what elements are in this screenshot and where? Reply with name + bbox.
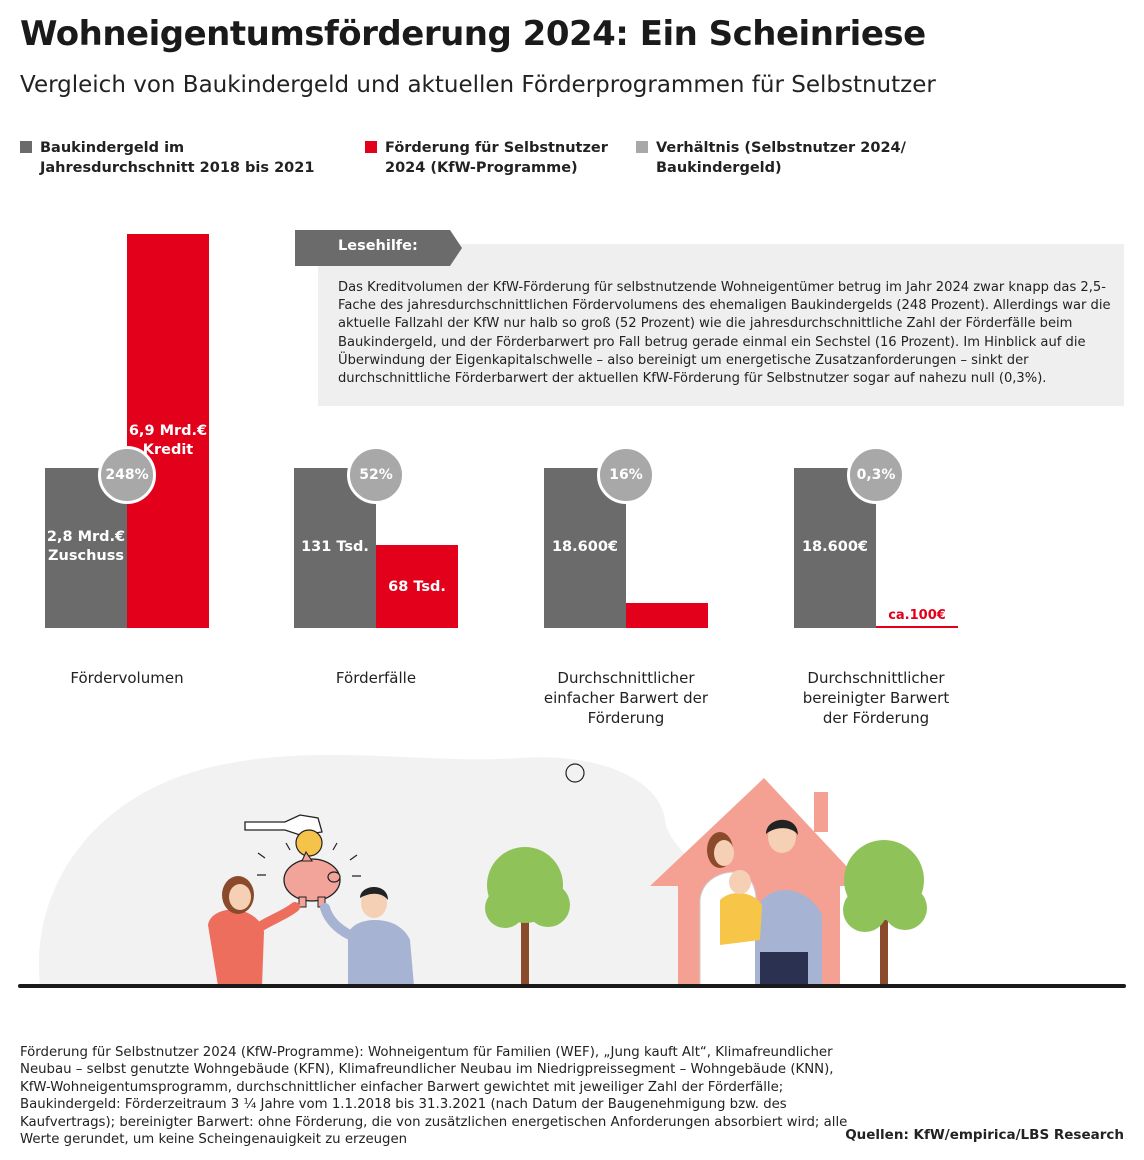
lesehilfe-box [318,244,1124,406]
category-label: Durchschnittlicher bereinigter Barwert d… [802,669,950,727]
value-label-baukindergeld: 2,8 Mrd.€ Zuschuss [46,529,126,564]
ratio-badge: 0,3% [847,446,905,504]
bar-selbstnutzer [626,603,708,628]
lesehilfe-heading: Lesehilfe: [338,238,418,254]
legend-item-verhaeltnis: Verhältnis (Selbstnutzer 2024/ Baukinder… [636,138,916,178]
ratio-badge: 52% [347,446,405,504]
tree-icon [843,840,927,986]
value-label-baukindergeld: 131 Tsd. [301,539,369,555]
ratio-badge: 248% [98,446,156,504]
page-title: Wohneigentumsförderung 2024: Ein Scheinr… [20,14,926,54]
category-label: Durchschnittlicher einfacher Barwert der… [543,669,709,727]
value-label-selbstnutzer: 6,9 Mrd.€ Kredit [128,422,208,458]
bar-selbstnutzer [127,233,209,628]
legend-item-baukindergeld: Baukindergeld im Jahresdurchschnitt 2018… [20,138,340,178]
family-figures-icon [699,819,822,987]
legend-label: Förderung für Selbstnutzer 2024 (KfW-Pro… [385,140,608,176]
value-label-selbstnutzer: 68 Tsd. [388,578,446,595]
bar-selbstnutzer [376,544,458,628]
source-credit: Quellen: KfW/empirica/LBS Research [845,1127,1124,1143]
page-subtitle: Vergleich von Baukindergeld und aktuelle… [20,72,936,98]
tree-icon [485,847,570,986]
footnote: Förderung für Selbstnutzer 2024 (KfW-Pro… [20,1045,848,1148]
illustration-family-house [18,754,1126,988]
lesehilfe-tab [295,230,462,266]
legend-label: Verhältnis (Selbstnutzer 2024/ Baukinder… [656,140,906,176]
legend-label: Baukindergeld im Jahresdurchschnitt 2018… [40,140,315,176]
legend-swatch-lightgray [636,141,648,153]
legend-swatch-gray [20,141,32,153]
category-label: Fördervolumen [70,669,184,687]
value-label-baukindergeld: 18.600€ [801,539,869,555]
man-figure-icon [320,887,414,986]
legend-swatch-red [365,141,377,153]
bar-selbstnutzer [876,626,958,628]
value-label-baukindergeld: 18.600€ [551,539,619,555]
woman-figure-icon [208,876,300,986]
legend-item-selbstnutzer: Förderung für Selbstnutzer 2024 (KfW-Pro… [365,138,625,178]
value-label-selbstnutzer: 2.900€ [641,608,693,623]
category-label: Förderfälle [335,669,417,687]
lesehilfe-text: Das Kreditvolumen der KfW-Förderung für … [338,280,1111,387]
value-label-selbstnutzer: ca.100€ [888,608,946,623]
ratio-badge: 16% [597,446,655,504]
piggy-bank-scene-icon [244,814,361,908]
